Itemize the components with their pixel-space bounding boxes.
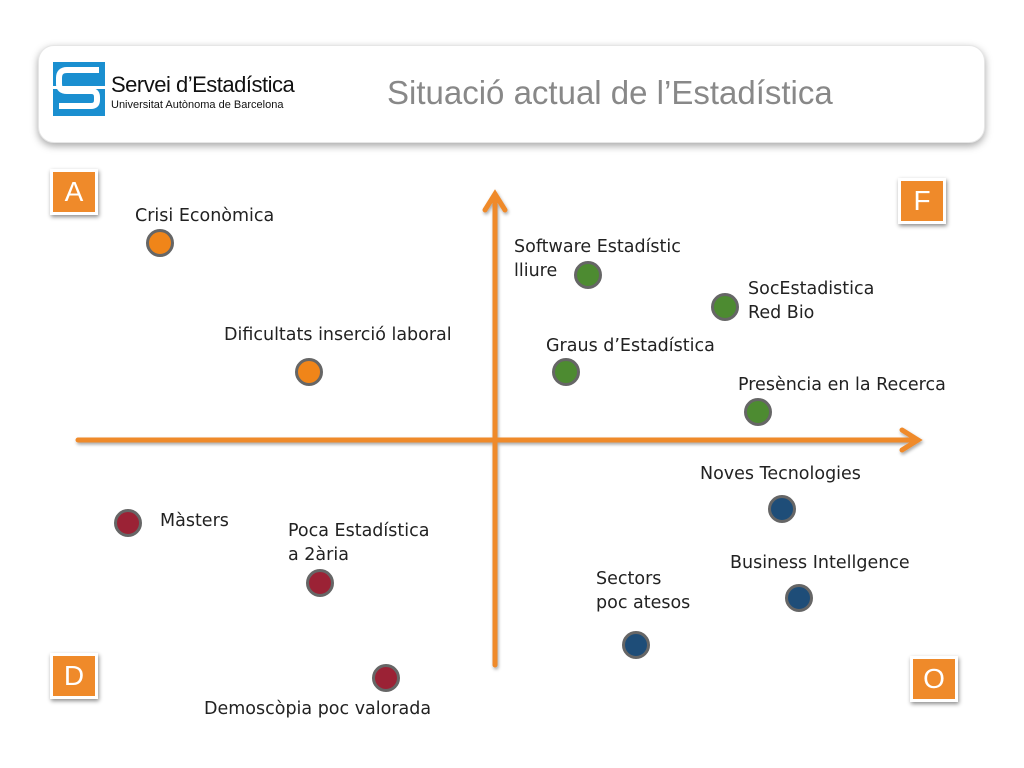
dot-masters	[114, 509, 142, 537]
label-software-line2: lliure	[514, 261, 558, 281]
dot-socest	[711, 293, 739, 321]
quadrant-f-badge: F	[898, 178, 946, 224]
label-socest-line2: Red Bio	[748, 303, 815, 323]
horizontal-axis-arrowhead	[899, 427, 923, 453]
label-sectors-line1: Sectors	[596, 569, 662, 589]
label-graus: Graus d’Estadística	[546, 336, 715, 356]
quadrant-o-badge: O	[910, 656, 958, 702]
logo: Servei d’Estadística Universitat Autònom…	[53, 62, 295, 120]
page-title: Situació actual de l’Estadística	[387, 74, 833, 111]
label-business: Business Intellgence	[730, 553, 910, 573]
logo-mark-icon	[53, 62, 105, 116]
label-crisi-economica: Crisi Econòmica	[135, 206, 275, 226]
label-software-line1: Software Estadístic	[514, 237, 681, 257]
quadrant-d-badge: D	[50, 653, 98, 699]
header-banner: Servei d’Estadística Universitat Autònom…	[38, 45, 985, 143]
dot-poca	[306, 569, 334, 597]
dot-software	[574, 261, 602, 289]
label-noves-tecnologies: Noves Tecnologies	[700, 464, 861, 484]
dot-graus	[552, 358, 580, 386]
dot-demoscopia	[372, 664, 400, 692]
logo-title: Servei d’Estadística	[111, 72, 295, 97]
label-dificultats: Dificultats inserció laboral	[224, 325, 452, 345]
label-presencia: Presència en la Recerca	[738, 375, 946, 395]
label-masters: Màsters	[160, 511, 229, 531]
label-poca-line1: Poca Estadística	[288, 521, 430, 541]
dot-sectors	[622, 631, 650, 659]
dot-business	[785, 584, 813, 612]
quadrant-a-badge: A	[50, 169, 98, 215]
label-poca-line2: a 2ària	[288, 545, 349, 565]
label-sectors-line2: poc atesos	[596, 593, 691, 613]
dot-presencia	[744, 398, 772, 426]
label-demoscopia: Demoscòpia poc valorada	[204, 699, 432, 719]
dot-crisi-economica	[146, 229, 174, 257]
dot-noves-tecnologies	[768, 495, 796, 523]
label-socest-line1: SocEstadistica	[748, 279, 875, 299]
dot-dificultats	[295, 358, 323, 386]
logo-subtitle: Universitat Autònoma de Barcelona	[111, 99, 284, 111]
vertical-axis-arrowhead	[482, 189, 508, 213]
